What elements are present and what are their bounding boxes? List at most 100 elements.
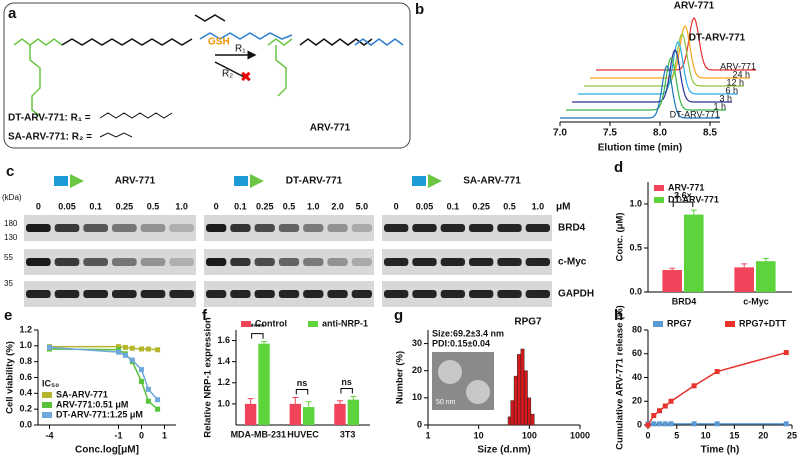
x-tick-label: -1 [114,430,122,440]
particle [466,380,490,404]
y-tick-label: 10 [412,392,422,402]
y-tick-label: 1.6 [217,335,230,345]
dose-label: 0.05 [416,201,434,211]
band [254,258,275,266]
annotation: DT-ARV-771 [689,33,746,44]
construct-icon [250,174,264,188]
point [657,421,663,427]
particle [438,360,462,384]
point [783,350,789,356]
kda-unit: (kDa) [2,193,22,202]
band [112,224,137,232]
trace-label: DT-ARV-771 [670,109,720,119]
band [83,258,108,266]
y-tick-label: 0.4 [19,388,32,398]
histogram-bar [530,413,535,426]
panel-letter: f [202,307,208,324]
legend-label: RPG7 [667,318,692,328]
band [497,290,522,298]
unit-label: μM [556,202,570,213]
band [83,224,108,232]
legend-swatch [241,321,251,327]
y-axis-label: Relative NRP-1 expression [203,317,214,438]
x-tick-label: 0 [139,430,144,440]
blot-strip [24,215,196,241]
point [155,397,161,403]
bar [662,270,682,292]
band [440,224,465,232]
band [112,290,137,298]
point [651,413,657,418]
band [26,224,51,232]
error-bar [336,400,343,404]
y-tick-label: 20 [632,396,642,406]
band [525,258,550,266]
band [327,258,348,266]
x-tick-label: 1 [425,430,430,440]
construct-icon [412,176,426,186]
point [691,383,697,389]
size-marker: 55 [4,253,13,262]
band [169,224,194,232]
panel-letter: d [614,159,623,176]
x-tick-label: 1 [162,430,167,440]
x-tick-label: 7.0 [553,128,567,139]
histogram-bar [527,397,532,426]
point [662,403,668,409]
dose-label: 0.5 [503,201,516,211]
point [155,406,161,412]
x-tick-label: 8.0 [653,128,667,139]
y-tick-label: 80 [632,324,642,334]
band [278,290,300,298]
trace [560,65,720,119]
x-tick-label: 10 [474,430,484,440]
blot-strip [382,215,552,241]
panel-letter: g [394,307,403,324]
group-name: DT-ARV-771 [286,176,343,187]
annotation: PDI:0.15±0.04 [432,338,490,348]
dose-label: 0.25 [256,201,274,211]
trace [572,49,732,103]
band [412,258,437,266]
trace [578,41,738,95]
dose-label: 0.1 [89,201,102,211]
molecule-right [267,38,404,97]
chart-title: RPG7 [514,317,542,328]
error-bar [305,401,312,408]
histogram-bar [523,370,528,426]
band [230,258,251,266]
construct-icon [428,174,442,188]
histogram-bar [520,348,525,426]
band [83,290,108,298]
x-tick-label: 3T3 [340,429,356,439]
annotation: ns [297,378,308,388]
band [384,258,409,266]
trace-label: 3 h [719,93,732,103]
y-tick-label: 30 [412,338,422,348]
size-marker: 180 [4,219,18,228]
bar [244,403,257,425]
band [327,224,348,232]
blot-strip [24,249,196,275]
x-axis-label: Size (d.nm) [477,445,530,456]
band [112,258,137,266]
dose-label: 2.0 [331,201,344,211]
y-tick-label: 0.5 [629,242,642,252]
band [278,258,300,266]
construct-icon [54,176,68,186]
annotation: **** [250,322,265,332]
y-tick-label: 1.0 [629,198,642,208]
point [714,369,720,375]
y-tick-label: 1.2 [217,377,230,387]
error-bar [669,267,676,270]
band [254,224,275,232]
point [139,367,144,373]
annotation: ns [341,377,352,387]
x-tick-label: BRD4 [672,296,697,306]
trace-label: ARV-771 [720,61,756,71]
band [303,258,324,266]
bar [756,261,776,292]
error-bar [292,397,299,404]
y-axis-label: Number (%) [395,351,406,404]
dose-label: 0.5 [147,201,160,211]
